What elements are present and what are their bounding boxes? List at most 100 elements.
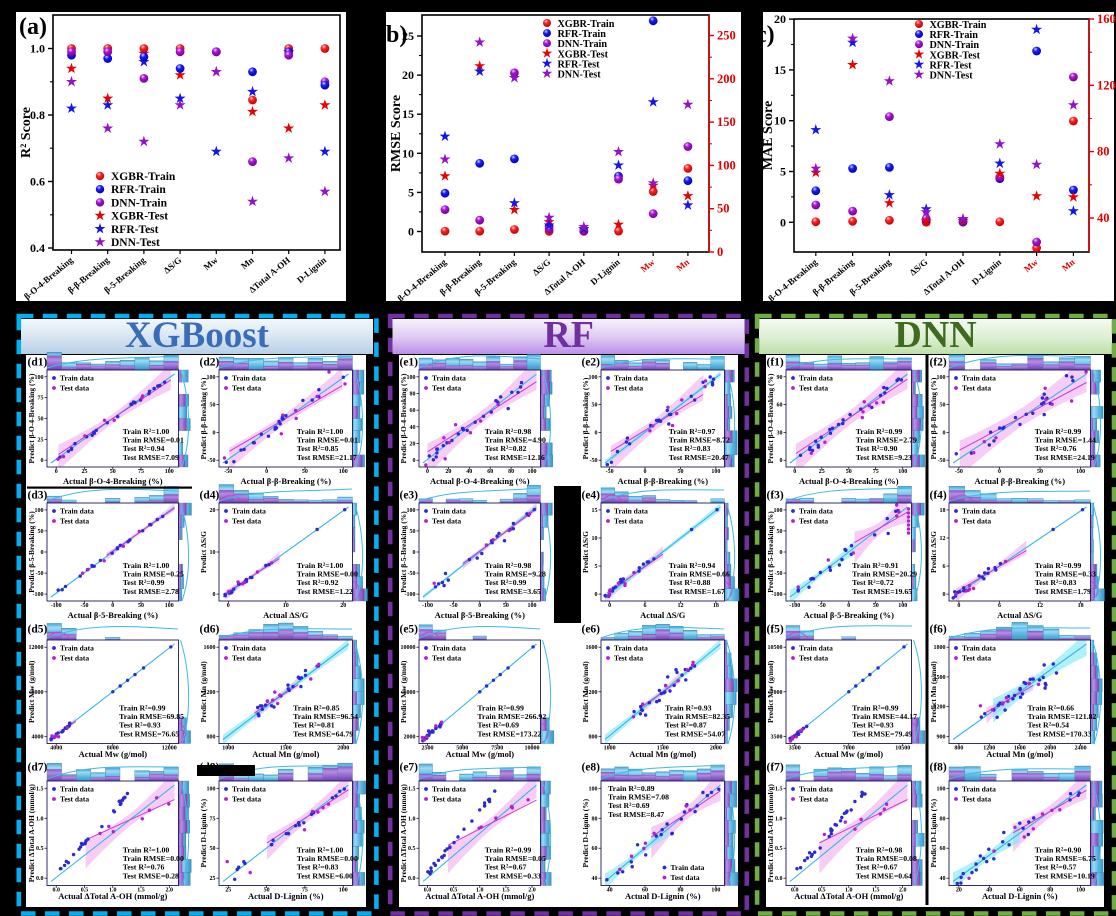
svg-text:80: 80 bbox=[678, 888, 684, 894]
svg-text:Actual ΔS/G: Actual ΔS/G bbox=[997, 610, 1043, 620]
svg-text:1600: 1600 bbox=[586, 645, 598, 651]
svg-text:XGBR-Test: XGBR-Test bbox=[111, 211, 168, 223]
svg-text:0.0: 0.0 bbox=[52, 888, 60, 894]
svg-text:Train data: Train data bbox=[962, 785, 996, 794]
svg-text:Test R²=0.72: Test R²=0.72 bbox=[852, 578, 894, 587]
svg-text:Train data: Train data bbox=[962, 507, 996, 516]
svg-text:2000: 2000 bbox=[337, 746, 349, 752]
svg-text:60: 60 bbox=[777, 403, 783, 409]
svg-text:1000: 1000 bbox=[604, 746, 616, 752]
svg-text:Predict Mn (g/mol): Predict Mn (g/mol) bbox=[929, 661, 938, 723]
svg-text:Test data: Test data bbox=[799, 795, 828, 804]
svg-text:Test RMSE=170.33: Test RMSE=170.33 bbox=[1028, 729, 1092, 738]
svg-text:0: 0 bbox=[847, 603, 850, 609]
svg-text:-50: -50 bbox=[208, 458, 216, 464]
svg-text:Test RMSE=20.47: Test RMSE=20.47 bbox=[669, 453, 729, 462]
svg-text:(e2): (e2) bbox=[582, 357, 601, 369]
svg-text:75: 75 bbox=[873, 469, 879, 475]
svg-text:40: 40 bbox=[940, 876, 946, 882]
svg-text:60: 60 bbox=[410, 408, 416, 414]
svg-text:Test data: Test data bbox=[232, 517, 261, 526]
svg-text:0.0: 0.0 bbox=[408, 876, 416, 882]
svg-text:40: 40 bbox=[592, 876, 598, 882]
svg-text:Test data: Test data bbox=[799, 654, 828, 663]
svg-text:0.0: 0.0 bbox=[424, 888, 432, 894]
svg-text:800: 800 bbox=[954, 746, 963, 752]
svg-text:Train data: Train data bbox=[962, 644, 996, 653]
svg-text:Test R²=0.69: Test R²=0.69 bbox=[477, 721, 519, 730]
svg-text:-50: -50 bbox=[36, 571, 44, 577]
svg-text:6: 6 bbox=[998, 603, 1001, 609]
svg-text:XGBoost: XGBoost bbox=[125, 315, 270, 356]
svg-text:Predict β-O-4-Breaking (%): Predict β-O-4-Breaking (%) bbox=[27, 373, 36, 463]
svg-text:-50: -50 bbox=[590, 458, 598, 464]
svg-text:Test R²=0.83: Test R²=0.83 bbox=[1035, 578, 1077, 587]
svg-text:Test data: Test data bbox=[60, 384, 89, 393]
svg-text:4000: 4000 bbox=[50, 746, 62, 752]
svg-text:800: 800 bbox=[589, 734, 598, 740]
svg-text:Actual ΔS/G: Actual ΔS/G bbox=[263, 610, 309, 620]
svg-text:100: 100 bbox=[711, 888, 720, 894]
svg-text:6: 6 bbox=[943, 564, 946, 570]
svg-text:RFR-Train: RFR-Train bbox=[111, 184, 166, 196]
svg-text:(d5): (d5) bbox=[28, 624, 48, 636]
svg-text:Test data: Test data bbox=[671, 873, 700, 882]
svg-text:20: 20 bbox=[402, 68, 414, 82]
svg-text:-100: -100 bbox=[422, 603, 433, 609]
svg-text:Test data: Test data bbox=[614, 654, 643, 663]
svg-text:Test data: Test data bbox=[799, 517, 828, 526]
svg-text:1500: 1500 bbox=[657, 746, 669, 752]
svg-text:(e8): (e8) bbox=[582, 762, 601, 774]
svg-text:Test RMSE=6.00: Test RMSE=6.00 bbox=[297, 871, 353, 880]
svg-text:Test RMSE=79.49: Test RMSE=79.49 bbox=[852, 729, 912, 738]
svg-text:1800: 1800 bbox=[934, 645, 946, 651]
svg-text:Test RMSE=10.19: Test RMSE=10.19 bbox=[1035, 871, 1095, 880]
svg-text:12000: 12000 bbox=[162, 746, 177, 752]
svg-text:Train R²=0.90: Train R²=0.90 bbox=[1035, 846, 1082, 855]
svg-text:1.0: 1.0 bbox=[476, 888, 484, 894]
svg-text:Actual D-Lignin (%): Actual D-Lignin (%) bbox=[625, 891, 701, 901]
svg-text:100: 100 bbox=[937, 786, 946, 792]
svg-text:10: 10 bbox=[402, 146, 414, 160]
svg-text:18: 18 bbox=[940, 508, 946, 514]
svg-text:Train data: Train data bbox=[60, 644, 94, 653]
svg-text:RFR-Test: RFR-Test bbox=[557, 59, 600, 70]
svg-text:1.5: 1.5 bbox=[36, 786, 44, 792]
svg-text:Train data: Train data bbox=[671, 863, 705, 872]
svg-text:-100: -100 bbox=[772, 592, 783, 598]
svg-text:Train RMSE=0.00: Train RMSE=0.00 bbox=[297, 854, 358, 863]
svg-text:XGBR-Train: XGBR-Train bbox=[929, 20, 986, 31]
svg-text:1500: 1500 bbox=[280, 746, 292, 752]
svg-text:Train RMSE=2.79: Train RMSE=2.79 bbox=[856, 436, 917, 445]
svg-text:1.0: 1.0 bbox=[109, 888, 117, 894]
svg-text:100: 100 bbox=[589, 786, 598, 792]
svg-text:Train data: Train data bbox=[432, 785, 466, 794]
svg-text:50: 50 bbox=[38, 529, 44, 535]
svg-text:-50: -50 bbox=[818, 603, 826, 609]
svg-text:Test RMSE=0.64: Test RMSE=0.64 bbox=[856, 871, 912, 880]
svg-text:1000: 1000 bbox=[222, 746, 234, 752]
svg-text:0: 0 bbox=[780, 550, 783, 556]
svg-text:80: 80 bbox=[508, 469, 514, 475]
svg-text:DNN-Train: DNN-Train bbox=[557, 39, 607, 50]
svg-text:Test R²=0.92: Test R²=0.92 bbox=[297, 578, 339, 587]
svg-text:Test data: Test data bbox=[432, 384, 461, 393]
svg-text:100: 100 bbox=[35, 375, 44, 381]
svg-text:Test R²=0.87: Test R²=0.87 bbox=[665, 721, 707, 730]
svg-text:Actual ΔS/G: Actual ΔS/G bbox=[640, 610, 686, 620]
svg-text:Test R²=0.94: Test R²=0.94 bbox=[123, 444, 165, 453]
svg-text:Predict β-β-Breaking (%): Predict β-β-Breaking (%) bbox=[929, 377, 938, 459]
svg-text:-50: -50 bbox=[224, 469, 232, 475]
svg-text:(e1): (e1) bbox=[400, 357, 419, 369]
svg-text:1200: 1200 bbox=[586, 690, 598, 696]
svg-text:Test R²=0.57: Test R²=0.57 bbox=[1035, 863, 1077, 872]
svg-text:1.5: 1.5 bbox=[775, 786, 783, 792]
svg-text:1.0: 1.0 bbox=[775, 816, 783, 822]
svg-text:100: 100 bbox=[937, 375, 946, 381]
svg-text:60: 60 bbox=[940, 846, 946, 852]
svg-text:15: 15 bbox=[592, 508, 598, 514]
svg-text:1.0: 1.0 bbox=[36, 816, 44, 822]
svg-text:50: 50 bbox=[110, 469, 116, 475]
svg-text:12: 12 bbox=[678, 603, 684, 609]
svg-text:Predict ΔTotal A-OH (mmol/g): Predict ΔTotal A-OH (mmol/g) bbox=[399, 784, 408, 883]
